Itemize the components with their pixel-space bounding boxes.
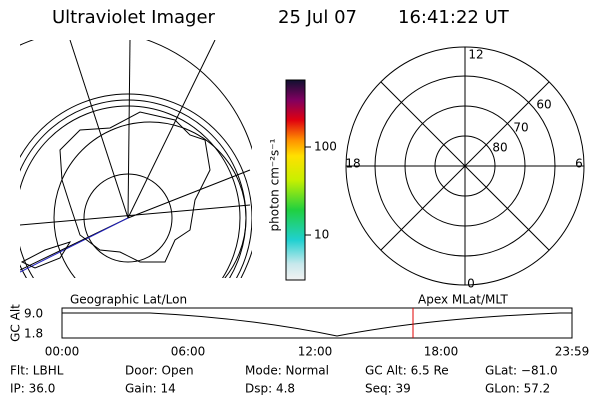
date: 25 Jul 07 (278, 7, 357, 28)
mlt-label: 6 (575, 157, 583, 171)
polar-grid (345, 46, 585, 286)
mlt-label: 12 (468, 48, 483, 62)
color-bar-label: photon cm⁻²s⁻¹ (268, 138, 282, 231)
footer-field: Seq: 39 (365, 382, 411, 396)
altitude-panel (61, 307, 573, 339)
footer-field: GLat: −81.0 (485, 364, 558, 378)
lat-label: 80 (492, 141, 507, 155)
alt-tick: 9.0 (24, 307, 43, 321)
time-tick: 23:59 (555, 345, 590, 359)
footer-field: GC Alt: 6.5 Re (365, 364, 449, 378)
footer-field: Gain: 14 (125, 382, 176, 396)
footer-field: GLon: 57.2 (485, 382, 550, 396)
apex-label: Apex MLat/MLT (418, 293, 508, 307)
alt-axis-label: GC Alt (9, 304, 23, 342)
time-tick: 00:00 (45, 345, 80, 359)
lat-label: 70 (513, 121, 528, 135)
footer-field: Dsp: 4.8 (245, 382, 295, 396)
time: 16:41:22 UT (398, 7, 510, 28)
footer-field: Flt: LBHL (10, 364, 64, 378)
footer-field: Door: Open (125, 364, 194, 378)
mlt-label: 18 (345, 157, 360, 171)
color-bar (285, 79, 306, 281)
footer-field: Mode: Normal (245, 364, 329, 378)
color-tick: 10 (314, 228, 329, 242)
mlt-label: 0 (467, 277, 475, 291)
altitude-curve (62, 312, 572, 337)
geo-map (20, 40, 252, 278)
footer-field: IP: 36.0 (10, 382, 55, 396)
alt-tick: 1.8 (24, 327, 43, 341)
time-tick: 12:00 (298, 345, 333, 359)
time-tick: 06:00 (171, 345, 206, 359)
lat-label: 60 (536, 98, 551, 112)
color-tick: 100 (314, 140, 337, 154)
geo-label: Geographic Lat/Lon (70, 293, 187, 307)
time-tick: 18:00 (424, 345, 459, 359)
footer: Flt: LBHL Door: Open Mode: Normal GC Alt: 6… (10, 364, 558, 396)
title: Ultraviolet Imager (52, 7, 216, 28)
